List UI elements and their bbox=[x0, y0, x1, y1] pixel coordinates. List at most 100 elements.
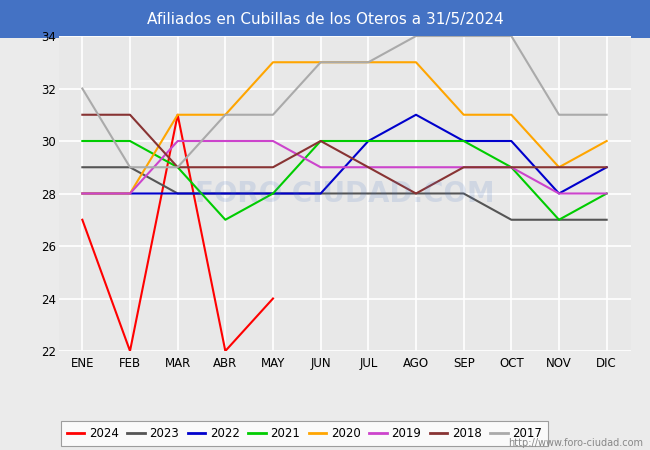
2018 bbox=[174, 165, 181, 170]
2024 bbox=[126, 348, 134, 354]
2021 bbox=[222, 217, 229, 222]
2020 bbox=[269, 59, 277, 65]
2021 bbox=[508, 165, 515, 170]
2022 bbox=[555, 191, 563, 196]
Text: http://www.foro-ciudad.com: http://www.foro-ciudad.com bbox=[508, 438, 644, 448]
2020 bbox=[555, 165, 563, 170]
2019 bbox=[126, 191, 134, 196]
2018 bbox=[365, 165, 372, 170]
2022 bbox=[222, 191, 229, 196]
2022 bbox=[269, 191, 277, 196]
2021 bbox=[365, 138, 372, 144]
2018 bbox=[603, 165, 610, 170]
2017 bbox=[508, 33, 515, 39]
2019 bbox=[365, 165, 372, 170]
2019 bbox=[269, 138, 277, 144]
2019 bbox=[174, 138, 181, 144]
2021 bbox=[269, 191, 277, 196]
2023 bbox=[174, 191, 181, 196]
2019 bbox=[555, 191, 563, 196]
2018 bbox=[222, 165, 229, 170]
2022 bbox=[603, 165, 610, 170]
Text: Afiliados en Cubillas de los Oteros a 31/5/2024: Afiliados en Cubillas de los Oteros a 31… bbox=[147, 12, 503, 27]
Line: 2018: 2018 bbox=[83, 115, 606, 194]
2017 bbox=[126, 165, 134, 170]
2020 bbox=[412, 59, 420, 65]
2021 bbox=[174, 165, 181, 170]
2022 bbox=[508, 138, 515, 144]
Line: 2024: 2024 bbox=[83, 115, 273, 351]
2020 bbox=[79, 191, 86, 196]
2022 bbox=[174, 191, 181, 196]
2017 bbox=[317, 59, 324, 65]
Line: 2017: 2017 bbox=[83, 36, 606, 167]
2019 bbox=[79, 191, 86, 196]
2020 bbox=[365, 59, 372, 65]
2018 bbox=[412, 191, 420, 196]
2022 bbox=[365, 138, 372, 144]
2023 bbox=[79, 165, 86, 170]
2018 bbox=[555, 165, 563, 170]
2017 bbox=[174, 165, 181, 170]
2019 bbox=[460, 165, 467, 170]
Legend: 2024, 2023, 2022, 2021, 2020, 2019, 2018, 2017: 2024, 2023, 2022, 2021, 2020, 2019, 2018… bbox=[60, 421, 549, 446]
2023 bbox=[222, 191, 229, 196]
2019 bbox=[412, 165, 420, 170]
2017 bbox=[412, 33, 420, 39]
2020 bbox=[222, 112, 229, 117]
2023 bbox=[508, 217, 515, 222]
2020 bbox=[126, 191, 134, 196]
2020 bbox=[460, 112, 467, 117]
2020 bbox=[508, 112, 515, 117]
2023 bbox=[269, 191, 277, 196]
2021 bbox=[603, 191, 610, 196]
Line: 2020: 2020 bbox=[83, 62, 606, 194]
2022 bbox=[79, 191, 86, 196]
2023 bbox=[412, 191, 420, 196]
2020 bbox=[174, 112, 181, 117]
Line: 2021: 2021 bbox=[83, 141, 606, 220]
2023 bbox=[126, 165, 134, 170]
Line: 2019: 2019 bbox=[83, 141, 606, 194]
2023 bbox=[317, 191, 324, 196]
2018 bbox=[460, 165, 467, 170]
2021 bbox=[460, 138, 467, 144]
2019 bbox=[508, 165, 515, 170]
2018 bbox=[269, 165, 277, 170]
2017 bbox=[555, 112, 563, 117]
2021 bbox=[412, 138, 420, 144]
2024 bbox=[222, 348, 229, 354]
2018 bbox=[317, 138, 324, 144]
2023 bbox=[555, 217, 563, 222]
2020 bbox=[317, 59, 324, 65]
2022 bbox=[460, 138, 467, 144]
2019 bbox=[317, 165, 324, 170]
Text: FORO CIUDAD.COM: FORO CIUDAD.COM bbox=[195, 180, 494, 207]
2021 bbox=[317, 138, 324, 144]
2023 bbox=[365, 191, 372, 196]
Line: 2022: 2022 bbox=[83, 115, 606, 194]
2024 bbox=[269, 296, 277, 301]
2019 bbox=[222, 138, 229, 144]
2023 bbox=[603, 217, 610, 222]
2018 bbox=[79, 112, 86, 117]
2018 bbox=[508, 165, 515, 170]
2019 bbox=[603, 191, 610, 196]
2022 bbox=[412, 112, 420, 117]
2017 bbox=[460, 33, 467, 39]
2017 bbox=[365, 59, 372, 65]
2021 bbox=[126, 138, 134, 144]
2024 bbox=[79, 217, 86, 222]
Line: 2023: 2023 bbox=[83, 167, 606, 220]
2017 bbox=[79, 86, 86, 91]
2022 bbox=[317, 191, 324, 196]
2024 bbox=[174, 112, 181, 117]
2017 bbox=[222, 112, 229, 117]
2018 bbox=[126, 112, 134, 117]
2021 bbox=[555, 217, 563, 222]
2022 bbox=[126, 191, 134, 196]
2017 bbox=[603, 112, 610, 117]
2023 bbox=[460, 191, 467, 196]
2021 bbox=[79, 138, 86, 144]
2017 bbox=[269, 112, 277, 117]
